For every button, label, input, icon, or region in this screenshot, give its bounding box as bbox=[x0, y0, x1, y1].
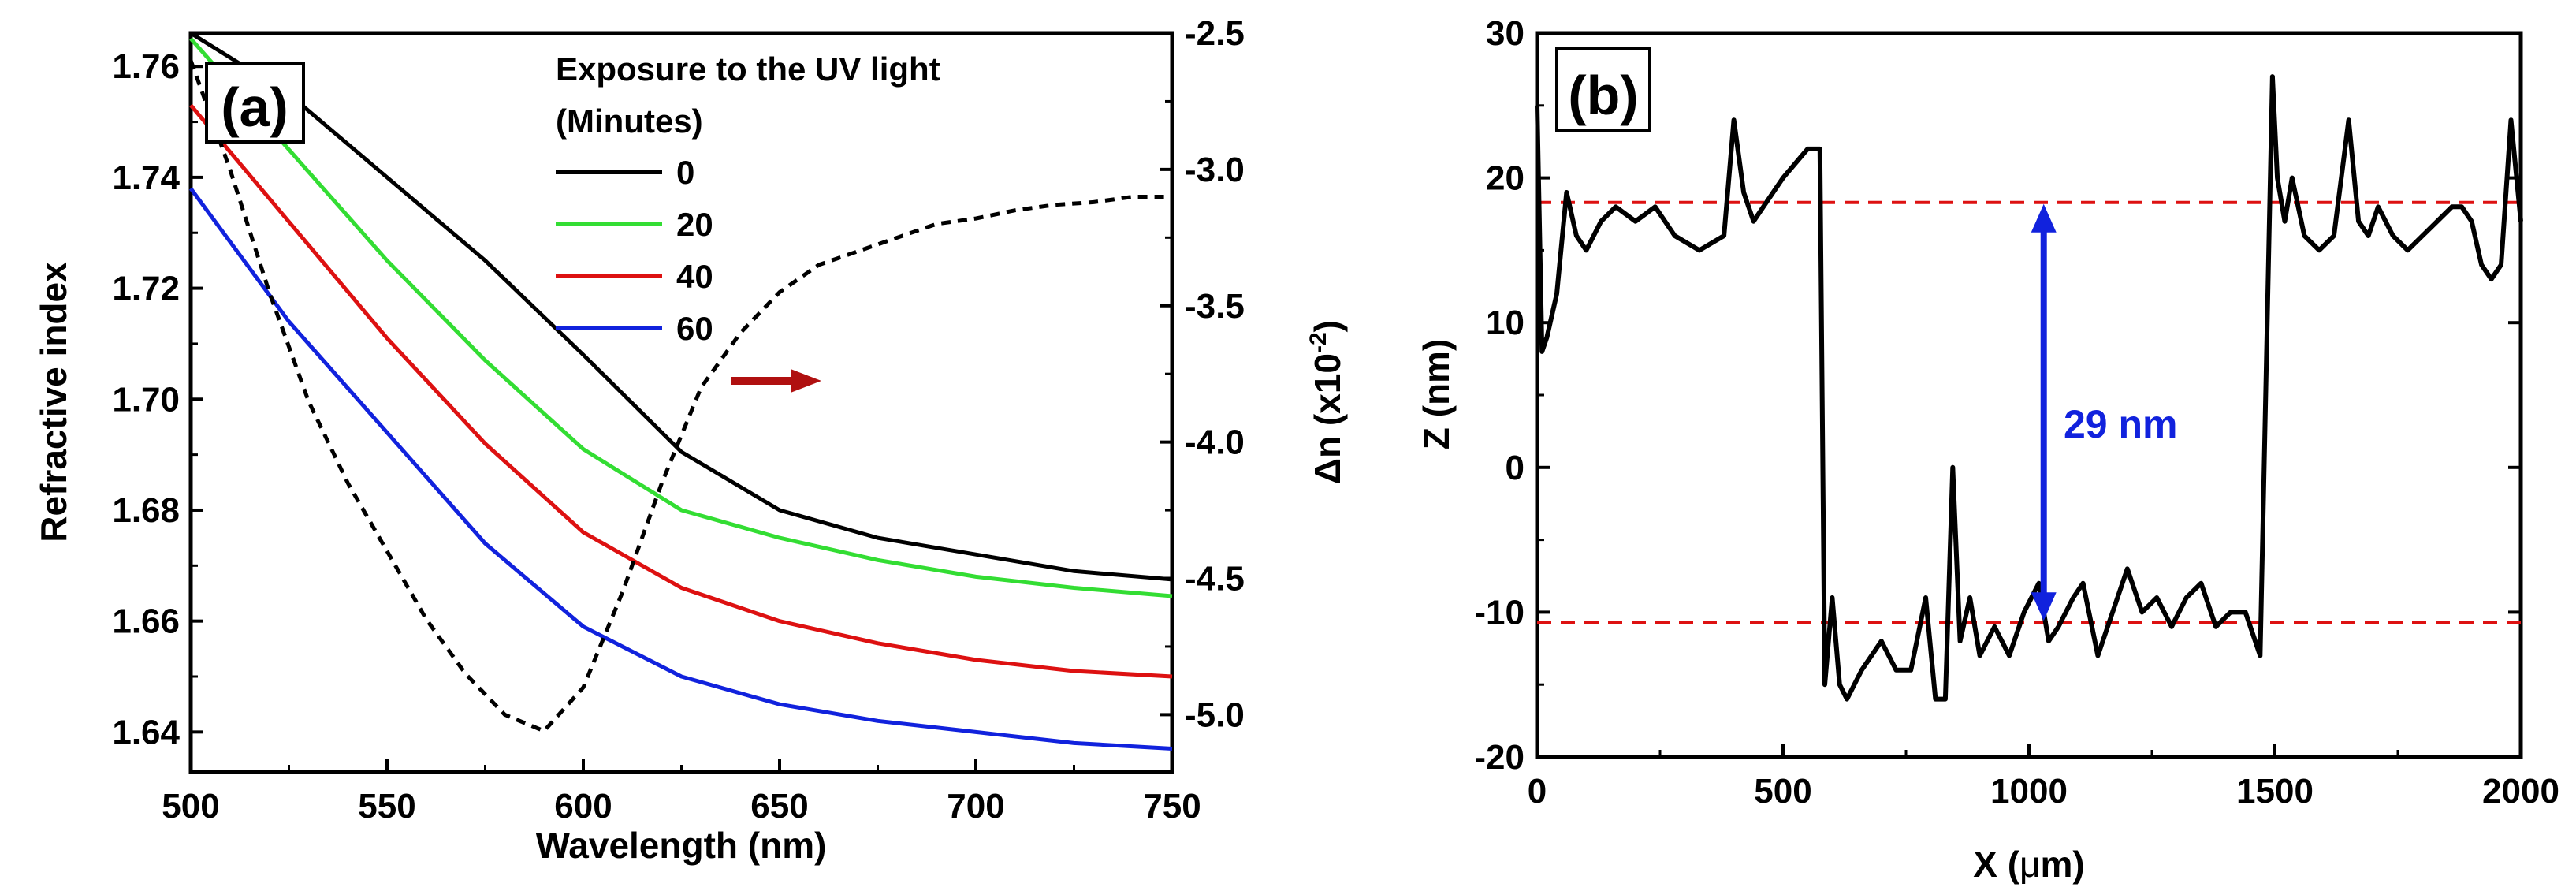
panel-a-y2-label: Δn (x10-2) bbox=[1305, 320, 1348, 484]
panel-b-label: (b) bbox=[1568, 65, 1638, 126]
series-line-60-min bbox=[188, 187, 1173, 751]
panel-a: 500 550 600 650 700 750 1.641.661.681.701.721… bbox=[33, 14, 1348, 866]
panel-a-y2-ticks: -5.0 -4.5 -4.0 -3.5 -3.0 -2.5 bbox=[1160, 14, 1245, 734]
panel-a-y-label: Refractive index bbox=[33, 262, 74, 542]
panel-b-label-box bbox=[1555, 47, 1651, 132]
panel-a-label-box bbox=[205, 62, 305, 144]
delta-n-dashed-line bbox=[188, 59, 1172, 734]
panel-a-series bbox=[188, 31, 1173, 751]
panel-b-y-ticks: -20 -10 0 10 20 30 bbox=[1474, 14, 2521, 777]
legend-title-line1: Exposure to the UV light bbox=[556, 50, 940, 88]
panel-a-y-tick-label: 1.66 bbox=[112, 602, 180, 641]
legend: 0 20 40 60 bbox=[556, 154, 713, 347]
panel-a-label: (a) bbox=[221, 76, 288, 138]
step-arrow-head-down bbox=[2031, 592, 2057, 621]
panel-a-y-tick-label: 1.64 bbox=[112, 713, 180, 751]
panel-a-y-ticks: 1.64 1.66 1.68 1.70 1.72 1.74 1.76 bbox=[112, 47, 203, 751]
panel-b-y-tick-label: 0 bbox=[1506, 449, 1524, 487]
series-line-40-min bbox=[189, 103, 1173, 679]
legend-label-40: 40 bbox=[676, 258, 713, 295]
panel-a-y2-tick-label: -4.0 bbox=[1185, 423, 1245, 462]
panel-a-y-tick-label: 1.76 bbox=[112, 47, 180, 86]
panel-b-x-ticks: 0 500 1000 1500 2000 bbox=[1528, 744, 2559, 811]
panel-b-series bbox=[1535, 74, 2523, 702]
panel-a-x-tick-label: 700 bbox=[947, 787, 1004, 826]
panel-a-frame bbox=[188, 31, 1174, 774]
profile-line bbox=[1535, 74, 2523, 702]
panel-a-y2-tick-label: -5.0 bbox=[1185, 695, 1245, 734]
panel-b-x-tick-label: 0 bbox=[1528, 772, 1547, 811]
panel-b-y-tick-label: 30 bbox=[1486, 14, 1524, 53]
panel-a-x-ticks: 500 550 600 650 700 750 bbox=[162, 759, 1201, 826]
panel-a-x-tick-label: 500 bbox=[162, 787, 219, 826]
panel-a-y-tick-label: 1.74 bbox=[112, 158, 180, 197]
step-height-arrow-icon bbox=[2031, 203, 2057, 621]
panel-a-y-tick-label: 1.68 bbox=[112, 491, 180, 530]
panel-a-x-tick-label: 650 bbox=[750, 787, 808, 826]
panel-b-y-tick-label: -10 bbox=[1474, 593, 1524, 632]
series-line-20-min bbox=[189, 37, 1173, 598]
legend-label-60: 60 bbox=[676, 310, 713, 347]
panel-a-y2-tick-label: -2.5 bbox=[1185, 14, 1245, 53]
panel-b-y-tick-label: -20 bbox=[1474, 738, 1524, 777]
panel-b-x-tick-label: 1500 bbox=[2236, 772, 2314, 811]
series-line-0-min bbox=[189, 31, 1173, 582]
panel-b: 0 500 1000 1500 2000 -20 -10 0 10 20 30 29 nm (b)… bbox=[1416, 14, 2559, 885]
right-axis-arrow-icon bbox=[731, 369, 821, 393]
panel-a-y2-tick-label: -4.5 bbox=[1185, 560, 1245, 598]
panel-b-x-tick-label: 1000 bbox=[1990, 772, 2068, 811]
panel-b-y-label: Z (nm) bbox=[1416, 339, 1457, 450]
panel-b-x-tick-label: 500 bbox=[1754, 772, 1811, 811]
panel-a-x-tick-label: 750 bbox=[1143, 787, 1201, 826]
step-arrow-head-up bbox=[2031, 203, 2057, 233]
panel-a-y2-tick-label: -3.5 bbox=[1185, 287, 1245, 326]
panel-b-x-label: X (μm) bbox=[1973, 844, 2085, 885]
panel-b-x-tick-label: 2000 bbox=[2482, 772, 2559, 811]
panel-a-y2-tick-label: -3.0 bbox=[1185, 151, 1245, 189]
panel-a-y-tick-label: 1.70 bbox=[112, 380, 180, 419]
panel-b-frame bbox=[1535, 31, 2523, 759]
step-height-label: 29 nm bbox=[2064, 402, 2178, 446]
panel-a-x-tick-label: 550 bbox=[358, 787, 415, 826]
panel-b-y-tick-label: 20 bbox=[1486, 159, 1524, 198]
panel-a-y-tick-label: 1.72 bbox=[112, 270, 180, 308]
legend-label-0: 0 bbox=[676, 154, 694, 191]
legend-label-20: 20 bbox=[676, 206, 713, 243]
panel-b-y-tick-label: 10 bbox=[1486, 304, 1524, 342]
legend-title-line2: (Minutes) bbox=[556, 103, 703, 140]
panel-a-x-tick-label: 600 bbox=[554, 787, 612, 826]
panel-a-x-label: Wavelength (nm) bbox=[536, 825, 827, 866]
